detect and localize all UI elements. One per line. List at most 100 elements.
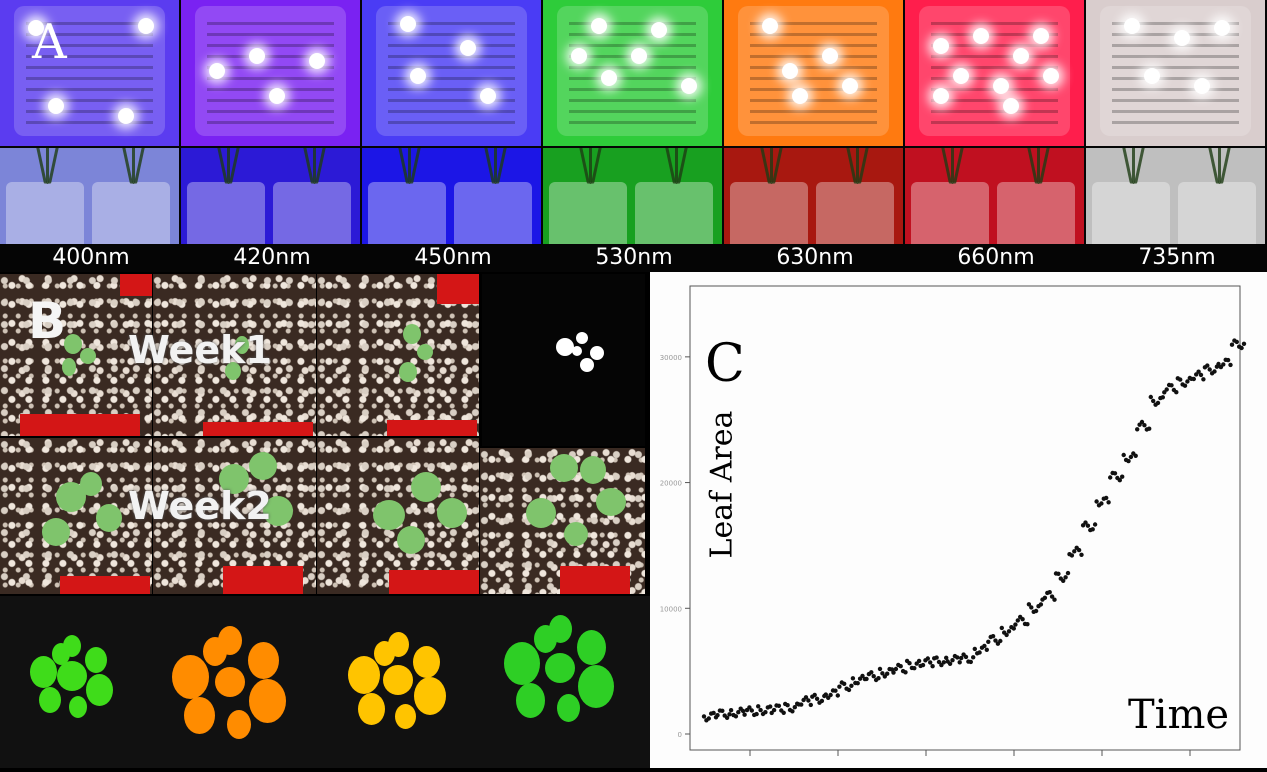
data-point xyxy=(864,676,869,682)
led-panel-630nm xyxy=(724,0,903,146)
led-rows xyxy=(388,18,515,124)
data-point xyxy=(1148,394,1153,400)
data-point xyxy=(1174,390,1179,395)
data-point xyxy=(1182,383,1188,388)
led-board xyxy=(557,6,708,136)
segmented-leaf xyxy=(348,656,380,694)
tray xyxy=(387,420,477,436)
segmented-leaf xyxy=(578,665,614,708)
wavelength-label: 530nm xyxy=(595,245,673,270)
data-point xyxy=(720,708,725,713)
week1-photo-2 xyxy=(153,274,316,436)
data-point xyxy=(771,707,777,713)
data-point xyxy=(1221,362,1226,367)
y-tick-label: 20000 xyxy=(660,480,682,488)
segmented-leaf xyxy=(249,679,286,723)
segmented-leaf xyxy=(358,693,385,725)
led-light xyxy=(1174,30,1190,46)
y-axis-label: Leaf Area xyxy=(704,410,740,559)
data-point xyxy=(1015,618,1020,623)
data-point xyxy=(1155,400,1161,406)
led-panel-450nm xyxy=(362,0,541,146)
panel-a: 400nm 420nm 450nm 530nm 630nm 660nm 735nm A xyxy=(0,0,1267,272)
pot xyxy=(997,182,1075,244)
data-point xyxy=(1083,520,1088,525)
data-point xyxy=(957,660,962,665)
leaf xyxy=(526,498,556,528)
plant-photo-630nm xyxy=(724,148,903,244)
leaf xyxy=(411,472,441,502)
seedling xyxy=(1218,148,1221,184)
data-point xyxy=(1025,622,1030,627)
data-point xyxy=(1076,547,1082,553)
led-panel-400nm xyxy=(0,0,179,146)
data-point xyxy=(812,692,817,698)
data-point xyxy=(1085,523,1091,528)
segmented-leaf xyxy=(374,641,395,666)
pot xyxy=(1092,182,1170,244)
data-point xyxy=(742,712,747,717)
seedling xyxy=(229,148,240,184)
data-point xyxy=(855,681,860,686)
data-point xyxy=(1011,626,1016,631)
mask-leaf xyxy=(556,338,574,356)
week1-photo-3 xyxy=(317,274,479,436)
seedling xyxy=(951,148,954,184)
led-light xyxy=(681,78,697,94)
led-light xyxy=(1003,98,1019,114)
led-light xyxy=(792,88,808,104)
leaf xyxy=(235,336,249,354)
data-point xyxy=(1042,595,1048,600)
data-point xyxy=(733,714,739,719)
data-point xyxy=(1139,419,1145,425)
led-light xyxy=(601,70,617,86)
data-point xyxy=(1049,594,1055,599)
data-point xyxy=(934,655,939,660)
data-point xyxy=(803,695,809,700)
data-point xyxy=(1133,453,1138,458)
leaf xyxy=(225,362,241,380)
data-point xyxy=(1090,527,1095,532)
seedling xyxy=(315,148,326,184)
led-rows xyxy=(569,18,696,124)
data-point xyxy=(1212,369,1217,374)
data-point xyxy=(1147,426,1152,431)
data-point xyxy=(1112,471,1118,476)
leaf xyxy=(373,500,405,530)
data-point xyxy=(1135,427,1140,432)
data-point xyxy=(944,655,949,660)
data-point xyxy=(749,708,754,713)
led-light xyxy=(138,18,154,34)
data-point xyxy=(968,659,973,665)
leaf xyxy=(96,504,122,532)
led-light xyxy=(1043,68,1059,84)
leaf xyxy=(550,454,578,482)
data-point xyxy=(846,687,852,693)
plant-photo-735nm xyxy=(1086,148,1265,244)
data-point xyxy=(740,708,746,714)
data-point xyxy=(724,715,730,720)
data-point xyxy=(1178,377,1183,382)
leaf xyxy=(564,522,588,546)
data-point xyxy=(785,703,790,708)
wavelength-label: 735nm xyxy=(1138,245,1216,270)
seedling xyxy=(496,148,507,184)
seedling xyxy=(1220,148,1231,184)
data-point xyxy=(1241,341,1247,346)
segmented-leaf xyxy=(516,683,545,718)
segmented-leaf xyxy=(86,674,113,706)
seedling xyxy=(1039,148,1050,184)
data-point xyxy=(941,660,946,665)
segmented-leaf xyxy=(172,655,209,699)
data-point xyxy=(1196,369,1201,374)
rosette-center xyxy=(215,667,245,697)
pot xyxy=(368,182,446,244)
leaf xyxy=(42,518,70,546)
data-point xyxy=(1191,376,1196,382)
segmented-leaf xyxy=(504,642,540,685)
leaf xyxy=(417,344,433,360)
led-light xyxy=(209,63,225,79)
led-panel-420nm xyxy=(181,0,360,146)
data-point xyxy=(781,710,786,715)
data-point xyxy=(1198,372,1204,378)
